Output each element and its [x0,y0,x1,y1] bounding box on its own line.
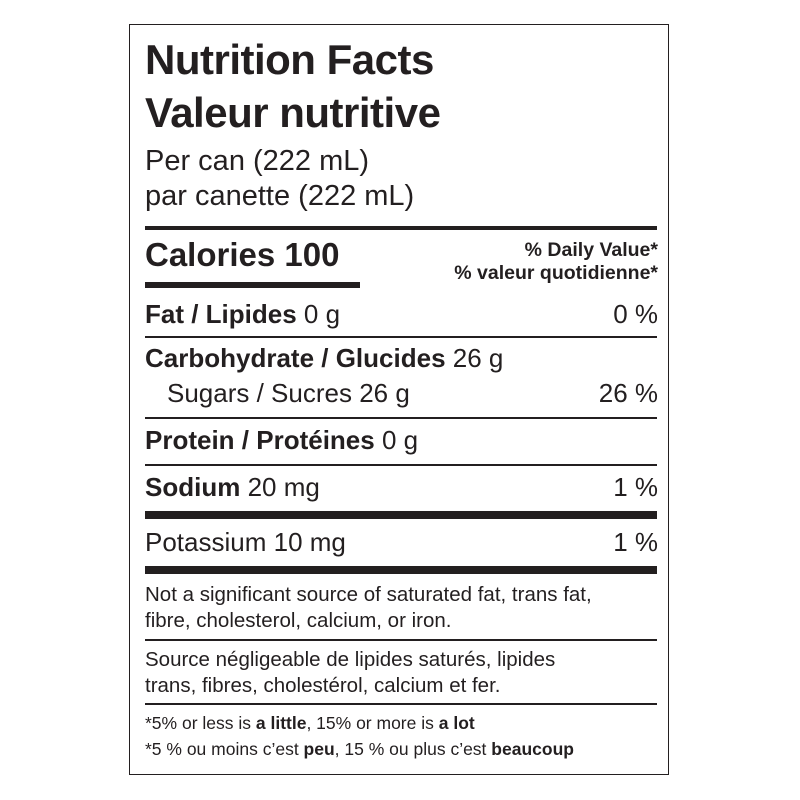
divider [145,226,657,230]
sugars-dv: 26 % [598,378,658,408]
serving-size-fr: par canette (222 mL) [145,180,415,212]
serving-size-en: Per can (222 mL) [145,145,370,177]
title-fr: Valeur nutritive [145,89,441,136]
note-fr-line2: trans, fibres, cholestérol, calcium et f… [145,674,501,697]
note-fr-line1: Source négligeable de lipides saturés, l… [145,648,556,671]
sodium-dv: 1 % [613,472,658,502]
title-en: Nutrition Facts [145,36,434,83]
nutrient-row-sodium: Sodium 20 mg [145,472,320,502]
fat-dv: 0 % [613,299,658,329]
nutrient-row-protein: Protein / Protéines 0 g [145,425,419,455]
calories: Calories 100 [145,236,339,274]
divider [145,639,657,641]
divider [145,703,657,705]
note-en-line2: fibre, cholesterol, calcium, or iron. [145,609,452,632]
potassium-dv: 1 % [613,527,658,557]
nutrient-row-fat: Fat / Lipides 0 g [145,299,341,329]
calories-value: 100 [284,236,340,273]
thick-divider [145,566,657,574]
daily-value-fr: % valeur quotidienne* [454,262,658,284]
thick-divider [145,511,657,519]
divider [145,417,657,419]
divider [145,464,657,466]
nutrient-row-potassium: Potassium 10 mg [145,527,346,557]
calories-label: Calories [145,236,276,273]
divider [145,336,657,338]
nutrient-row-sugars: Sugars / Sucres 26 g [167,378,410,408]
note-en-line1: Not a significant source of saturated fa… [145,583,592,606]
nutrient-row-carbohydrate: Carbohydrate / Glucides 26 g [145,343,504,373]
daily-value-en: % Daily Value* [524,239,658,261]
nutrition-facts-panel [129,24,669,775]
footnote-fr: *5 % ou moins c’est peu, 15 % ou plus c’… [145,739,574,759]
calories-underline [145,282,360,288]
footnote-en: *5% or less is a little, 15% or more is … [145,713,475,733]
